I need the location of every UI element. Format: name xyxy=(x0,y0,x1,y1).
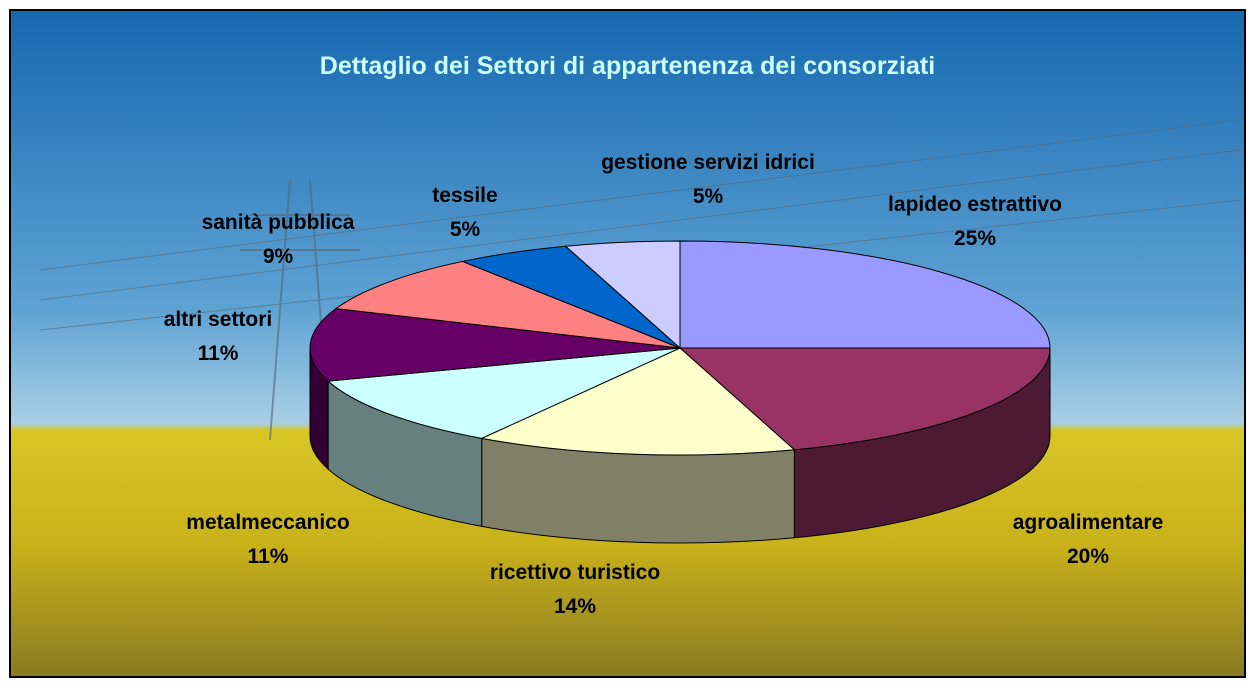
pie-slice xyxy=(326,347,681,439)
slice-name: ricettivo turistico xyxy=(489,561,661,584)
pie-slice xyxy=(480,347,796,456)
data-label: lapideo estrattivo 25% xyxy=(888,188,1062,256)
slice-value: 11% xyxy=(197,342,239,365)
pie-slice xyxy=(678,347,1051,451)
pie-slice xyxy=(334,260,681,349)
slice-value: 11% xyxy=(247,545,289,568)
pie-slice xyxy=(564,240,681,350)
slice-name: gestione servizi idrici xyxy=(601,151,815,174)
slice-value: 5% xyxy=(449,218,481,241)
chart-title: Dettaglio dei Settori di appartenenza de… xyxy=(319,52,936,80)
slice-value: 25% xyxy=(953,227,997,250)
data-label: ricettivo turistico 14% xyxy=(490,556,660,624)
pie-slice xyxy=(679,240,1051,349)
data-label: gestione servizi idrici 5% xyxy=(593,146,823,214)
slice-name: sanità pubblica xyxy=(201,211,355,234)
slice-value: 9% xyxy=(262,245,294,268)
pie xyxy=(309,240,1051,544)
slice-name: lapideo estrattivo xyxy=(888,193,1062,216)
data-label: tessile 5% xyxy=(432,179,497,247)
slice-name: altri settori xyxy=(163,308,273,331)
pie-slice xyxy=(309,308,681,382)
data-label: altri settori 11% xyxy=(164,303,273,371)
slice-name: metalmeccanico xyxy=(186,511,350,534)
slice-name: agroalimentare xyxy=(1012,511,1164,534)
data-label: metalmeccanico 11% xyxy=(186,506,349,574)
data-label: agroalimentare 20% xyxy=(1013,506,1164,574)
slice-name: tessile xyxy=(432,184,498,207)
slice-value: 5% xyxy=(692,185,724,208)
slice-value: 20% xyxy=(1066,545,1110,568)
data-label: sanità pubblica 9% xyxy=(202,206,355,274)
slice-value: 14% xyxy=(553,595,597,618)
